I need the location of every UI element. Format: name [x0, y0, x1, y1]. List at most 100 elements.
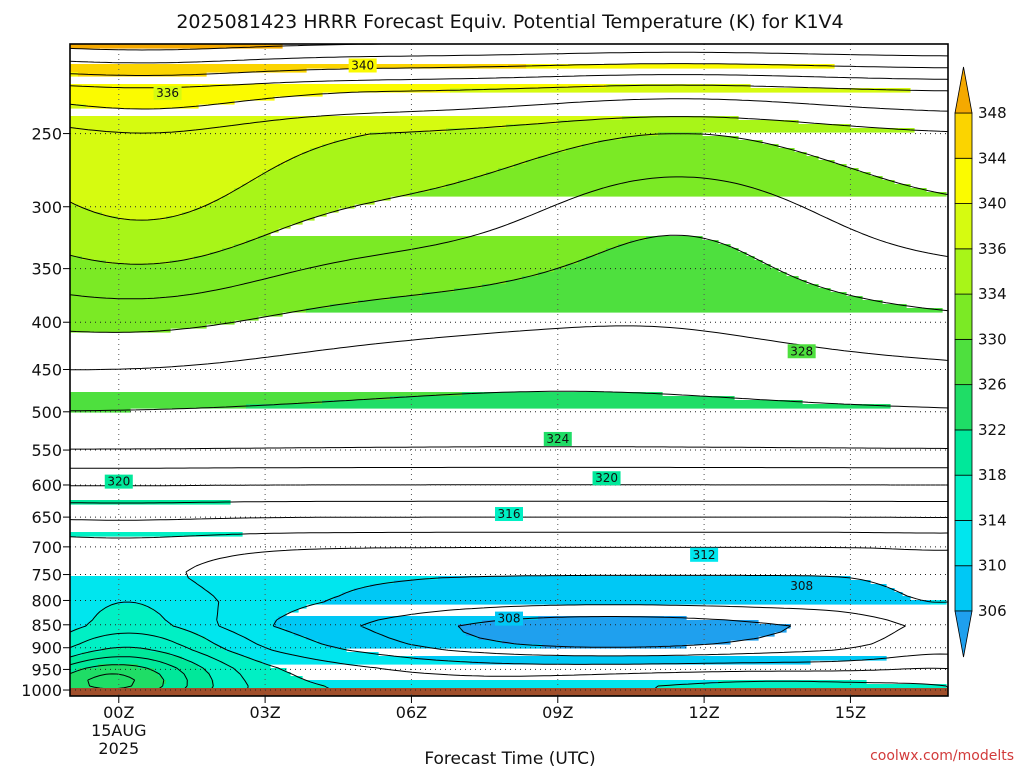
y-tick-label: 650: [31, 508, 62, 527]
colorbar-tick-label: 310: [978, 557, 1007, 575]
field-cell: [334, 596, 911, 601]
field-cell: [70, 632, 199, 637]
field-cell: [70, 240, 247, 245]
field-cell: [70, 648, 103, 653]
field-cell: [70, 168, 271, 173]
field-cell: [70, 148, 311, 153]
field-cell: [70, 84, 607, 89]
field-cell: [70, 612, 99, 617]
field-cell: [70, 136, 351, 141]
field-cell: [310, 148, 567, 153]
field-cell: [70, 180, 251, 185]
field-cell: [70, 616, 95, 621]
field-cell: [438, 576, 851, 581]
field-cell: [470, 660, 811, 665]
field-cell: [238, 652, 379, 657]
y-tick-label: 250: [31, 125, 62, 144]
y-tick-label: 950: [31, 660, 62, 679]
field-cell: [582, 144, 779, 149]
field-cell: [286, 160, 527, 165]
field-cell: [182, 656, 251, 661]
field-cell: [210, 676, 303, 681]
field-cell: [410, 192, 947, 197]
field-cell: [70, 224, 291, 229]
field-cell: [390, 296, 863, 301]
field-cell: [566, 148, 795, 153]
field-cell: [246, 404, 891, 409]
field-cell: [70, 532, 243, 537]
field-cell: [450, 88, 911, 93]
contour-label-bg: [153, 86, 182, 101]
field-cell: [70, 644, 219, 649]
field-cell: [566, 264, 771, 269]
field-cell: [446, 128, 915, 133]
field-cell: [70, 232, 271, 237]
field-cell: [70, 212, 103, 217]
field-cell: [322, 600, 931, 605]
colorbar-tick-label: 336: [978, 240, 1007, 258]
field-cell: [370, 132, 659, 137]
field-cell: [194, 256, 587, 261]
field-cell: [278, 164, 515, 169]
field-cell: [250, 180, 459, 185]
contour-312: [185, 546, 948, 677]
field-cell: [430, 188, 927, 193]
contour-332: [70, 176, 948, 300]
colorbar-tick-label: 318: [978, 466, 1007, 484]
field-cell: [210, 640, 319, 645]
contour-322: [70, 466, 948, 696]
field-cell: [506, 280, 807, 285]
field-cell: [70, 268, 555, 273]
field-cell: [350, 136, 623, 141]
field-cell: [170, 260, 579, 265]
field-cell: [166, 620, 275, 625]
field-cell: [70, 324, 207, 329]
field-cell: [70, 256, 83, 261]
field-cell: [70, 64, 527, 69]
field-cell: [70, 152, 303, 157]
field-cell: [70, 288, 455, 293]
field-cell: [70, 204, 79, 209]
field-cell: [70, 300, 359, 305]
field-cell: [462, 628, 787, 633]
field-cell: [82, 652, 171, 657]
field-cell: [230, 192, 411, 197]
field-cell: [70, 684, 163, 689]
field-cell: [210, 252, 599, 257]
field-cell: [70, 104, 87, 109]
field-cell: [70, 400, 323, 405]
field-cell: [70, 636, 207, 641]
colorbar-segment: [954, 112, 973, 159]
field-cell: [70, 592, 343, 597]
field-cell: [70, 228, 279, 233]
field-cell: [70, 276, 523, 281]
field-cell: [70, 396, 391, 401]
field-cell: [190, 660, 263, 665]
y-tick-label: 1000: [21, 681, 62, 700]
field-cell: [70, 156, 295, 161]
field-cell: [306, 636, 479, 641]
field-cell: [154, 608, 299, 613]
y-tick-label: 750: [31, 566, 62, 585]
field-cell: [106, 260, 171, 265]
field-cell: [554, 268, 779, 273]
field-cell: [226, 648, 347, 653]
field-cell: [70, 308, 307, 313]
field-cell: [250, 656, 415, 661]
field-cell: [70, 116, 623, 121]
field-cell: [98, 664, 139, 669]
contour-label-bg: [495, 611, 523, 626]
contour-label-bg: [690, 547, 719, 562]
field-cell: [70, 88, 451, 93]
contour-label-308: 308: [790, 579, 813, 593]
field-cell: [206, 668, 287, 673]
field-cell: [270, 168, 499, 173]
field-cell: [70, 392, 463, 397]
field-cell: [86, 624, 175, 629]
field-cell: [70, 132, 371, 137]
field-cell: [70, 172, 263, 177]
field-cell: [118, 216, 167, 221]
field-cell: [526, 160, 835, 165]
field-cell: [214, 684, 327, 689]
